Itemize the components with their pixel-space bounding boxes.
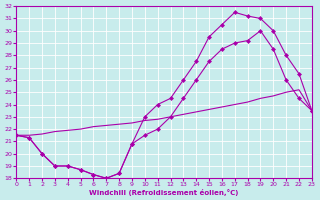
X-axis label: Windchill (Refroidissement éolien,°C): Windchill (Refroidissement éolien,°C)	[89, 189, 239, 196]
